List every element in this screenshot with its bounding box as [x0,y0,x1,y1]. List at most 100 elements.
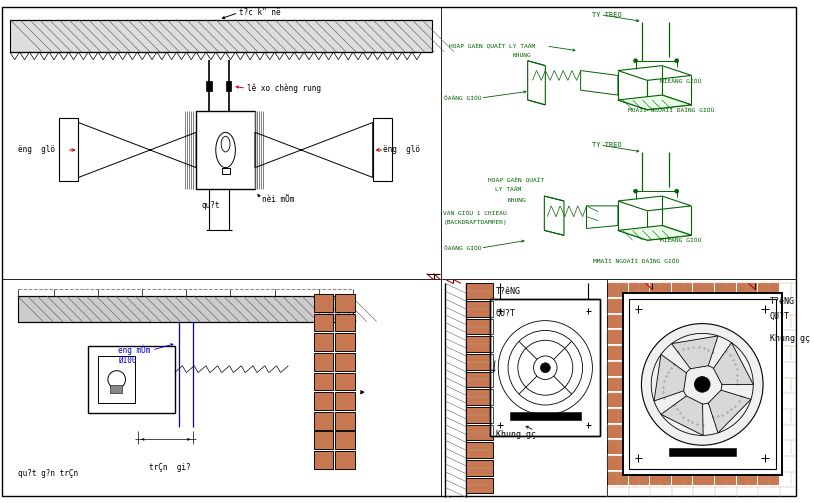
Bar [694,409,714,423]
Bar [628,378,650,391]
Bar [466,425,493,440]
Bar [694,472,714,485]
Polygon shape [661,396,703,436]
Bar [466,354,493,370]
Bar [466,389,493,405]
Bar [758,440,779,454]
Bar [335,392,355,410]
Bar [650,362,671,376]
Bar [650,393,671,407]
Bar [758,346,779,360]
Bar [466,283,493,299]
Text: TY TREO: TY TREO [593,142,622,148]
Bar [650,283,671,297]
Bar [694,299,714,313]
Bar [314,432,334,449]
Polygon shape [618,95,691,110]
Bar [632,304,772,465]
Bar [221,167,230,174]
Bar [758,378,779,391]
Bar [628,393,650,407]
Bar [607,283,628,297]
Text: VAN GIÔÙ 1 CHIEÀU: VAN GIÔÙ 1 CHIEÀU [444,211,507,216]
Bar [694,456,714,470]
Bar [628,425,650,438]
Bar [466,372,493,387]
Circle shape [633,59,637,63]
Text: (BACKDRAFTDAMPER): (BACKDRAFTDAMPER) [444,220,507,225]
Text: MIEÄNG GIÔÙ: MIEÄNG GIÔÙ [660,238,702,243]
Text: MIEÄNG GIÔÙ: MIEÄNG GIÔÙ [660,79,702,84]
Bar [737,299,757,313]
Bar [221,167,230,174]
Text: ÖAÂNG GIÔÙ: ÖAÂNG GIÔÙ [444,245,482,250]
Text: ëng  glö: ëng glö [383,145,419,154]
Bar [335,373,355,390]
Bar [314,294,334,312]
Circle shape [675,59,679,63]
Bar [314,451,334,469]
Bar [335,432,355,449]
Bar [758,299,779,313]
Bar [650,299,671,313]
Bar [672,425,693,438]
Bar [650,378,671,391]
Bar [607,330,628,344]
Bar [758,362,779,376]
Bar [737,378,757,391]
Bar [335,412,355,430]
Polygon shape [672,336,718,369]
Bar [650,440,671,454]
Bar [335,373,355,390]
Bar [650,346,671,360]
Bar [672,378,693,391]
Bar [206,81,212,91]
Bar [758,330,779,344]
Bar [672,346,693,360]
Bar [607,425,628,438]
Bar [694,378,714,391]
Bar [466,460,493,476]
Text: T?êNG: T?êNG [770,297,795,305]
Text: trÇn  gi?: trÇn gi? [149,463,190,472]
Bar [672,456,693,470]
Bar [466,354,493,370]
Polygon shape [618,225,691,240]
Bar [628,409,650,423]
Text: ÖAÂNG GIÔÙ: ÖAÂNG GIÔÙ [444,96,482,101]
Bar [715,456,736,470]
Bar [694,362,714,376]
Bar [694,440,714,454]
Bar [737,362,757,376]
Circle shape [641,323,763,445]
Bar [758,425,779,438]
Bar [466,442,493,458]
Text: ëng mÒm: ëng mÒm [118,345,150,355]
Bar [335,353,355,371]
Bar [466,337,493,352]
Bar [669,448,736,456]
Bar [715,330,736,344]
Bar [650,472,671,485]
Bar [18,296,353,321]
Bar [335,333,355,351]
Bar [314,314,334,331]
Bar [373,118,392,182]
Bar [314,451,334,469]
Bar [466,301,493,317]
Bar [314,392,334,410]
Bar [314,412,334,430]
Bar [466,319,493,334]
Bar [694,393,714,407]
Bar [18,296,353,321]
Bar [715,299,736,313]
Bar [650,315,671,328]
Bar [314,294,334,312]
Bar [607,472,628,485]
Bar [466,477,493,493]
Bar [314,314,334,331]
Bar [628,299,650,313]
Bar [758,456,779,470]
Bar [335,294,355,312]
Polygon shape [654,355,686,401]
